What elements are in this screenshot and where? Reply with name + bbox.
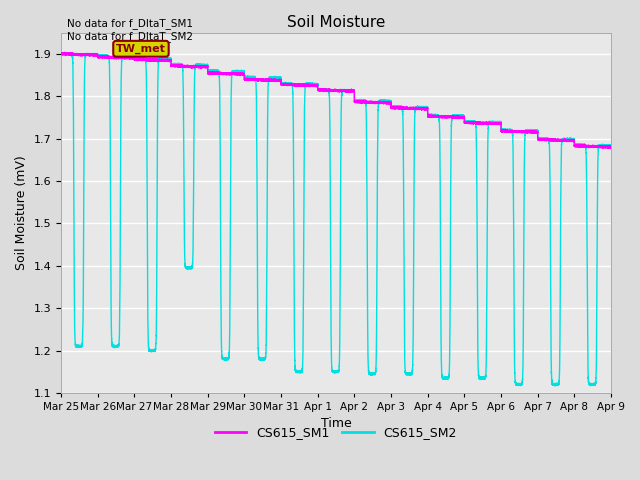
Text: TW_met: TW_met (116, 44, 166, 54)
Y-axis label: Soil Moisture (mV): Soil Moisture (mV) (15, 156, 28, 270)
Text: No data for f_DltaT_SM1: No data for f_DltaT_SM1 (67, 18, 193, 29)
Title: Soil Moisture: Soil Moisture (287, 15, 385, 30)
Legend: CS615_SM1, CS615_SM2: CS615_SM1, CS615_SM2 (210, 421, 462, 444)
Text: No data for f_DltaT_SM2: No data for f_DltaT_SM2 (67, 31, 193, 42)
X-axis label: Time: Time (321, 418, 351, 431)
